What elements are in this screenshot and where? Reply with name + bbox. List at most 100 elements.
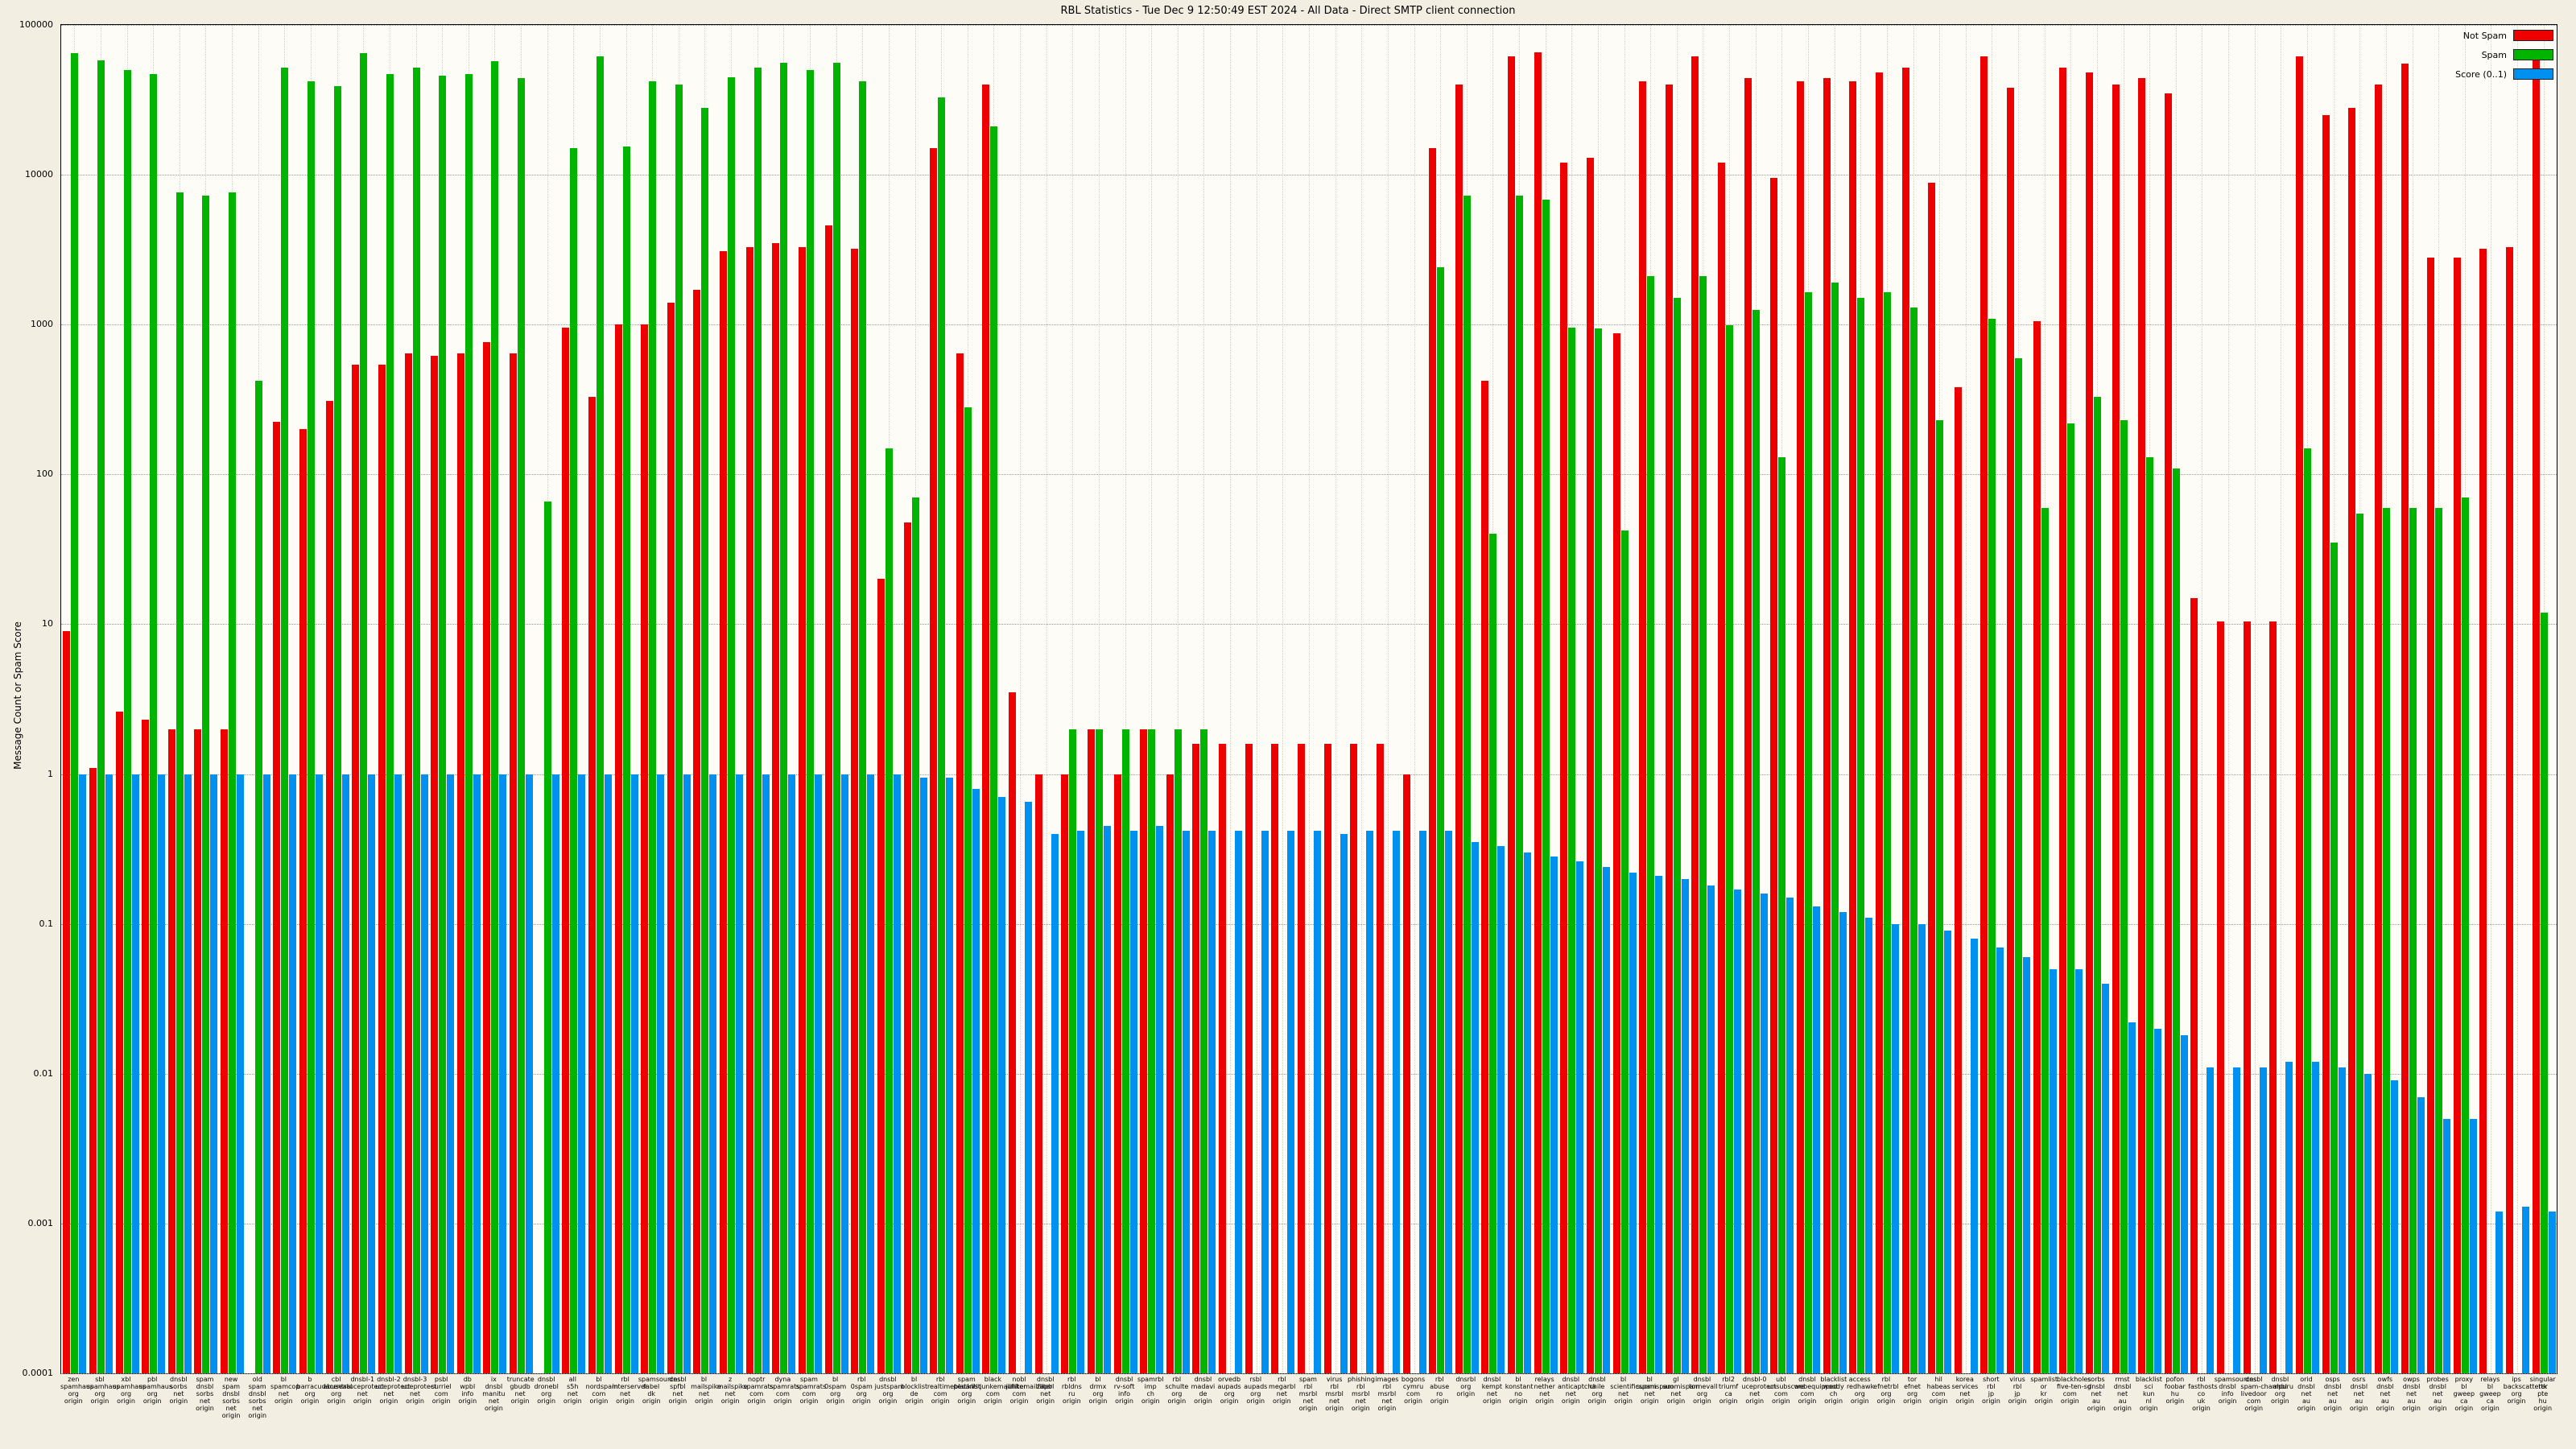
- bar-score: [2338, 1067, 2346, 1373]
- x-axis-tick-label: probes dnsbl net au origin: [2426, 1376, 2449, 1412]
- bar-score: [683, 774, 691, 1373]
- x-axis-tick-label: images rbl msrbl net origin: [1375, 1376, 1399, 1412]
- x-axis-tick-label: phishing rbl msrbl net origin: [1347, 1376, 1375, 1412]
- bar-not-spam: [1612, 332, 1620, 1373]
- x-axis-tick-label: rbl realtimeblacklist com origin: [927, 1376, 981, 1405]
- x-axis-tick-label: owps dnsbl net au origin: [2402, 1376, 2421, 1412]
- bar-not-spam: [1718, 163, 1726, 1373]
- y-axis-tick-label: 1000: [31, 319, 53, 330]
- bar-not-spam: [167, 729, 175, 1373]
- bar-score: [131, 774, 139, 1373]
- bar-score: [2548, 1212, 2556, 1373]
- x-axis-tick-label: dnsbl justspam org origin: [874, 1376, 905, 1405]
- y-gridline: [61, 624, 2557, 625]
- bar-not-spam: [1954, 387, 1962, 1373]
- bar-score: [1550, 857, 1558, 1373]
- x-axis-tick-label: short rbl jp origin: [1982, 1376, 2000, 1405]
- bar-score: [210, 774, 218, 1373]
- bar-spam: [1699, 276, 1707, 1373]
- bar-not-spam: [378, 365, 386, 1373]
- x-gridline: [1020, 25, 1022, 1373]
- bar-spam: [1121, 729, 1129, 1373]
- y-axis-tick-label: 0.01: [33, 1067, 54, 1079]
- bar-spam: [1437, 267, 1445, 1373]
- x-axis-tick-label: singular ttk pte hu origin: [2529, 1376, 2556, 1412]
- bar-spam: [2356, 513, 2364, 1373]
- bar-spam: [649, 81, 657, 1373]
- x-axis-tick-label: dyna spamrats com origin: [770, 1376, 800, 1405]
- x-axis-tick-label: relays nether net origin: [1534, 1376, 1555, 1405]
- bar-score: [2049, 968, 2057, 1373]
- bar-not-spam: [1192, 743, 1200, 1373]
- x-axis-tick-label: all s5h net origin: [563, 1376, 582, 1405]
- x-axis-tick-label: blacklist woody ch origin: [1820, 1376, 1847, 1405]
- x-axis-tick-label: rbl fasthosts co uk origin: [2188, 1376, 2218, 1412]
- bar-score: [1918, 923, 1926, 1373]
- bar-score: [1418, 830, 1426, 1373]
- bar-spam: [938, 97, 946, 1373]
- bar-score: [1103, 826, 1111, 1373]
- bar-not-spam: [2164, 93, 2172, 1373]
- bar-score: [1392, 830, 1400, 1373]
- x-axis-tick-label: bl scientificspam net origin: [1610, 1376, 1657, 1405]
- bar-score: [1944, 931, 1952, 1373]
- x-axis-tick-label: tor efnet org origin: [1903, 1376, 1922, 1405]
- x-axis-tick-label: zen spamhaus org origin: [60, 1376, 94, 1405]
- x-axis-tick-label: ix dnsbl manitu net origin: [482, 1376, 506, 1412]
- bar-spam: [885, 448, 893, 1373]
- x-axis-tick-label: xbl spamhaus org origin: [113, 1376, 147, 1405]
- x-axis-tick-label: dnsbl-2 uceprotect net origin: [375, 1376, 411, 1405]
- bar-not-spam: [2401, 64, 2409, 1373]
- x-axis-tick-label: pofon foobar hu origin: [2164, 1376, 2186, 1405]
- bar-score: [2207, 1067, 2215, 1373]
- bar-spam: [675, 85, 683, 1373]
- bar-spam: [2067, 423, 2075, 1373]
- bar-not-spam: [772, 242, 780, 1373]
- bar-score: [1366, 830, 1374, 1373]
- x-axis-tick-label: orvedb aupads org origin: [1217, 1376, 1241, 1405]
- bar-score: [2312, 1062, 2319, 1373]
- bar-not-spam: [2190, 597, 2198, 1373]
- bar-not-spam: [1875, 72, 1883, 1373]
- x-axis-tick-label: spam spamrats com origin: [795, 1376, 827, 1405]
- legend-item: Spam: [2455, 45, 2553, 64]
- x-gridline: [1414, 25, 1415, 1373]
- y-axis-tick-label: 100000: [19, 19, 53, 30]
- bar-score: [2469, 1118, 2477, 1373]
- bar-spam: [1909, 308, 1918, 1373]
- bar-spam: [2461, 497, 2469, 1373]
- y-axis-tick-label: 0.1: [39, 918, 54, 929]
- bar-spam: [2409, 507, 2417, 1373]
- bar-score: [1182, 830, 1190, 1373]
- bar-spam: [1726, 325, 1734, 1373]
- bar-score: [1077, 830, 1085, 1373]
- x-axis-tick-label: sorbs dnsbl net au origin: [2087, 1376, 2106, 1412]
- bar-score: [1760, 893, 1768, 1373]
- bar-score: [1287, 830, 1295, 1373]
- bar-spam: [964, 407, 972, 1373]
- bar-not-spam: [115, 712, 123, 1373]
- x-axis-tick-label: rbl rbldns ru origin: [1061, 1376, 1082, 1405]
- x-axis-tick-label: dnsbl kempt net origin: [1481, 1376, 1503, 1405]
- bar-not-spam: [1481, 381, 1489, 1373]
- bar-spam: [386, 74, 394, 1373]
- bar-score: [657, 774, 665, 1373]
- bar-not-spam: [299, 429, 307, 1373]
- x-axis-tick-label: hil habeas com origin: [1926, 1376, 1951, 1405]
- bar-not-spam: [1980, 56, 1988, 1373]
- bar-score: [946, 777, 954, 1373]
- bar-score: [341, 774, 349, 1373]
- bar-not-spam: [720, 250, 728, 1373]
- x-axis-tick-label: spamlist or kr origin: [2030, 1376, 2058, 1405]
- bar-not-spam: [693, 290, 701, 1373]
- x-axis-tick-label: blackholes five-ten-sg com origin: [2057, 1376, 2091, 1405]
- x-axis-tick-label: virus rbl jp origin: [2008, 1376, 2027, 1405]
- bar-not-spam: [273, 421, 281, 1373]
- bar-spam: [1647, 276, 1655, 1373]
- x-axis-tick-label: psbl surriel com origin: [431, 1376, 452, 1405]
- x-axis-tick-label: owfs dnsbl net au origin: [2376, 1376, 2395, 1412]
- bar-score: [709, 774, 717, 1373]
- x-gridline: [1177, 25, 1179, 1373]
- y-gridline: [61, 474, 2557, 476]
- bar-spam: [543, 501, 551, 1373]
